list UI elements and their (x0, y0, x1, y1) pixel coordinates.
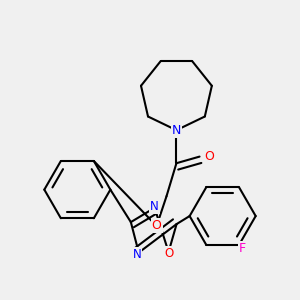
Text: O: O (164, 247, 173, 260)
Text: F: F (239, 242, 246, 255)
Text: N: N (172, 124, 181, 137)
Text: O: O (152, 220, 161, 232)
Text: N: N (150, 200, 159, 213)
Text: N: N (133, 248, 142, 261)
Text: O: O (204, 150, 214, 163)
